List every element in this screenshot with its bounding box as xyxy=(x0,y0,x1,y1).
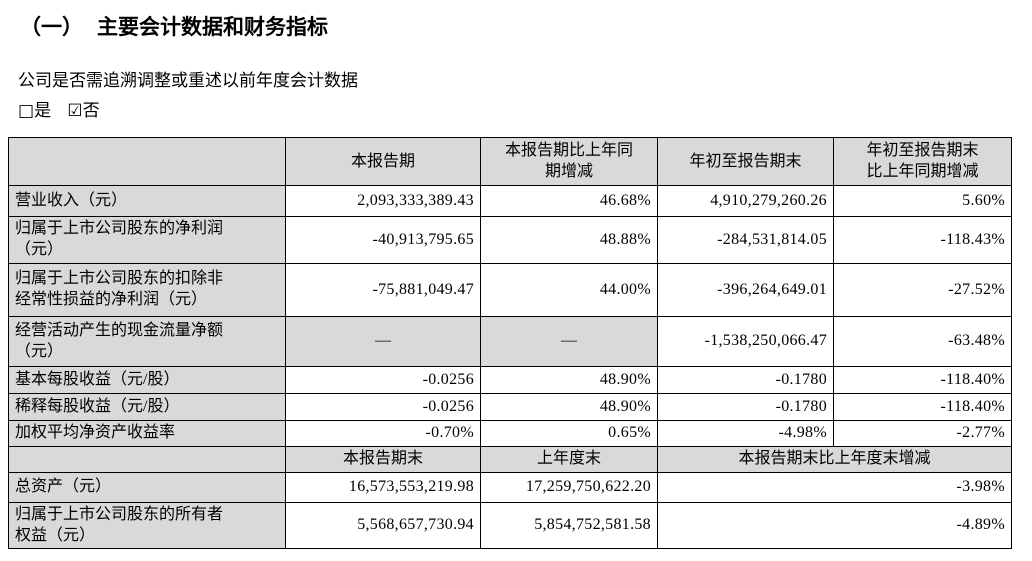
cell-cash-flow-current-dash: — xyxy=(285,316,481,368)
header-prior-year-end: 上年度末 xyxy=(480,446,658,473)
cell-revenue-current: 2,093,333,389.43 xyxy=(285,185,481,218)
cell-diluted-eps-ytd: -0.1780 xyxy=(657,393,834,422)
table-header-row-2: 本报告期末 上年度末 本报告期末比上年度末增减 xyxy=(8,446,1012,473)
restatement-options: □是 ☑否 xyxy=(18,100,1024,122)
cell-revenue-ytd: 4,910,279,260.26 xyxy=(657,185,834,218)
cell-net-profit-current: -40,913,795.65 xyxy=(285,216,481,265)
header-period-end: 本报告期末 xyxy=(285,446,481,473)
cell-net-profit-excl-ytd-yoy: -27.52% xyxy=(833,263,1012,318)
row-label-total-assets: 总资产（元） xyxy=(8,471,286,503)
row-label-weighted-avg-roe: 加权平均净资产收益率 xyxy=(8,420,286,448)
row-label-basic-eps: 基本每股收益（元/股） xyxy=(8,366,286,395)
row-label-diluted-eps: 稀释每股收益（元/股） xyxy=(8,393,286,422)
cell-revenue-ytd-yoy: 5.60% xyxy=(833,185,1012,218)
cell-roe-ytd-yoy: -2.77% xyxy=(833,420,1012,448)
cell-cash-flow-ytd: -1,538,250,066.47 xyxy=(657,316,834,368)
header-blank-cell xyxy=(8,137,286,187)
cell-diluted-eps-ytd-yoy: -118.40% xyxy=(833,393,1012,422)
cell-total-assets-prior-year-end: 17,259,750,622.20 xyxy=(480,471,658,503)
row-label-equity-attributable: 归属于上市公司股东的所有者 权益（元） xyxy=(8,501,286,550)
row-label-net-profit-excl: 归属于上市公司股东的扣除非 经常性损益的净利润（元） xyxy=(8,263,286,318)
table-row-basic-eps: 基本每股收益（元/股） -0.0256 48.90% -0.1780 -118.… xyxy=(8,366,1012,395)
table-row-operating-cash-flow: 经营活动产生的现金流量净额 （元） — — -1,538,250,066.47 … xyxy=(8,316,1012,368)
header-current-period: 本报告期 xyxy=(285,137,481,187)
cell-total-assets-change: -3.98% xyxy=(657,471,1012,503)
table-row-revenue: 营业收入（元） 2,093,333,389.43 46.68% 4,910,27… xyxy=(8,185,1012,218)
cell-net-profit-ytd: -284,531,814.05 xyxy=(657,216,834,265)
cell-equity-period-end: 5,568,657,730.94 xyxy=(285,501,481,550)
header-ytd-yoy-change: 年初至报告期末 比上年同期增减 xyxy=(833,137,1012,187)
table-row-equity-attributable: 归属于上市公司股东的所有者 权益（元） 5,568,657,730.94 5,8… xyxy=(8,501,1012,550)
cell-cash-flow-ytd-yoy: -63.48% xyxy=(833,316,1012,368)
cell-equity-change: -4.89% xyxy=(657,501,1012,550)
cell-basic-eps-ytd: -0.1780 xyxy=(657,366,834,395)
financial-indicators-table: 本报告期 本报告期比上年同 期增减 年初至报告期末 年初至报告期末 比上年同期增… xyxy=(8,137,1012,550)
checkbox-option-no: ☑否 xyxy=(67,100,99,122)
cell-revenue-yoy: 46.68% xyxy=(480,185,658,218)
checkbox-checked-icon: ☑ xyxy=(67,101,83,122)
cell-basic-eps-current: -0.0256 xyxy=(285,366,481,395)
row-label-operating-cash-flow: 经营活动产生的现金流量净额 （元） xyxy=(8,316,286,368)
section-title-text: 主要会计数据和财务指标 xyxy=(97,15,328,39)
header-yoy-change: 本报告期比上年同 期增减 xyxy=(480,137,658,187)
row-label-net-profit: 归属于上市公司股东的净利润 （元） xyxy=(8,216,286,265)
cell-roe-current: -0.70% xyxy=(285,420,481,448)
section-title: （一） 主要会计数据和财务指标 xyxy=(20,14,1024,40)
row-label-revenue: 营业收入（元） xyxy=(8,185,286,218)
table-row-total-assets: 总资产（元） 16,573,553,219.98 17,259,750,622.… xyxy=(8,471,1012,503)
checkbox-yes-label: 是 xyxy=(34,101,52,121)
cell-basic-eps-yoy: 48.90% xyxy=(480,366,658,395)
checkbox-no-label: 否 xyxy=(82,101,100,121)
header-period-end-change: 本报告期末比上年度末增减 xyxy=(657,446,1012,473)
table-row-net-profit-excl-nonrecurring: 归属于上市公司股东的扣除非 经常性损益的净利润（元） -75,881,049.4… xyxy=(8,263,1012,318)
restatement-question: 公司是否需追溯调整或重述以前年度会计数据 xyxy=(18,71,358,91)
cell-cash-flow-yoy-dash: — xyxy=(480,316,658,368)
table-row-weighted-avg-roe: 加权平均净资产收益率 -0.70% 0.65% -4.98% -2.77% xyxy=(8,420,1012,448)
cell-diluted-eps-current: -0.0256 xyxy=(285,393,481,422)
cell-net-profit-yoy: 48.88% xyxy=(480,216,658,265)
table-row-net-profit: 归属于上市公司股东的净利润 （元） -40,913,795.65 48.88% … xyxy=(8,216,1012,265)
table-header-row-1: 本报告期 本报告期比上年同 期增减 年初至报告期末 年初至报告期末 比上年同期增… xyxy=(8,137,1012,187)
cell-roe-ytd: -4.98% xyxy=(657,420,834,448)
cell-basic-eps-ytd-yoy: -118.40% xyxy=(833,366,1012,395)
checkbox-option-yes: □是 xyxy=(18,100,51,122)
checkbox-unchecked-icon: □ xyxy=(18,101,35,122)
cell-net-profit-excl-ytd: -396,264,649.01 xyxy=(657,263,834,318)
cell-roe-yoy: 0.65% xyxy=(480,420,658,448)
cell-net-profit-excl-current: -75,881,049.47 xyxy=(285,263,481,318)
table-row-diluted-eps: 稀释每股收益（元/股） -0.0256 48.90% -0.1780 -118.… xyxy=(8,393,1012,422)
cell-net-profit-ytd-yoy: -118.43% xyxy=(833,216,1012,265)
section-number: （一） xyxy=(20,15,83,39)
cell-total-assets-period-end: 16,573,553,219.98 xyxy=(285,471,481,503)
cell-diluted-eps-yoy: 48.90% xyxy=(480,393,658,422)
report-page: （一） 主要会计数据和财务指标 公司是否需追溯调整或重述以前年度会计数据 □是 ☑… xyxy=(8,14,1024,550)
cell-net-profit-excl-yoy: 44.00% xyxy=(480,263,658,318)
header-ytd: 年初至报告期末 xyxy=(657,137,834,187)
header2-blank-cell xyxy=(8,446,286,473)
cell-equity-prior-year-end: 5,854,752,581.58 xyxy=(480,501,658,550)
